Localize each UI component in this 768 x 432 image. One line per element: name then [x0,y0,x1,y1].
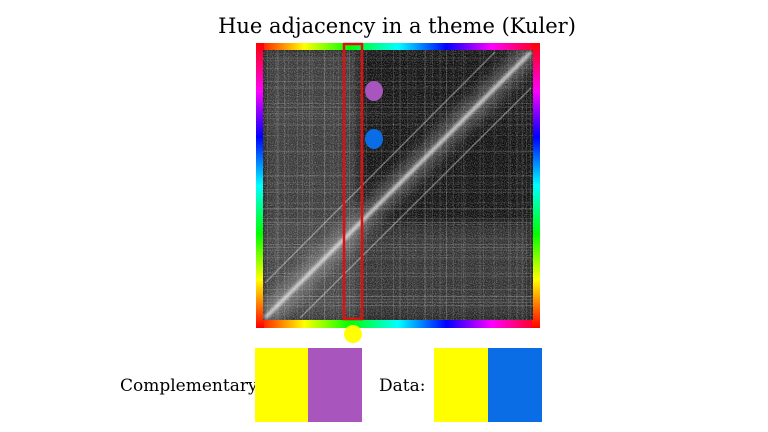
hue-border-right [532,43,540,328]
hue-border-top [256,43,540,51]
data-label: Data: [379,376,426,396]
selected-hue-column [342,42,364,321]
data-swatch-match [488,348,542,422]
selected-hue-marker [344,325,362,343]
hue-border-left [256,43,264,328]
complementary-swatch-base [255,348,308,422]
adjacency-matrix [263,50,533,320]
data-swatch-base [434,348,488,422]
complementary-swatch-match [308,348,362,422]
figure-title: Hue adjacency in a theme (Kuler) [218,14,576,38]
hue-border-bottom [256,320,540,328]
complementary-hue-marker [365,81,383,101]
data-hue-marker [365,129,383,149]
complementary-label: Complementary: [120,376,264,396]
